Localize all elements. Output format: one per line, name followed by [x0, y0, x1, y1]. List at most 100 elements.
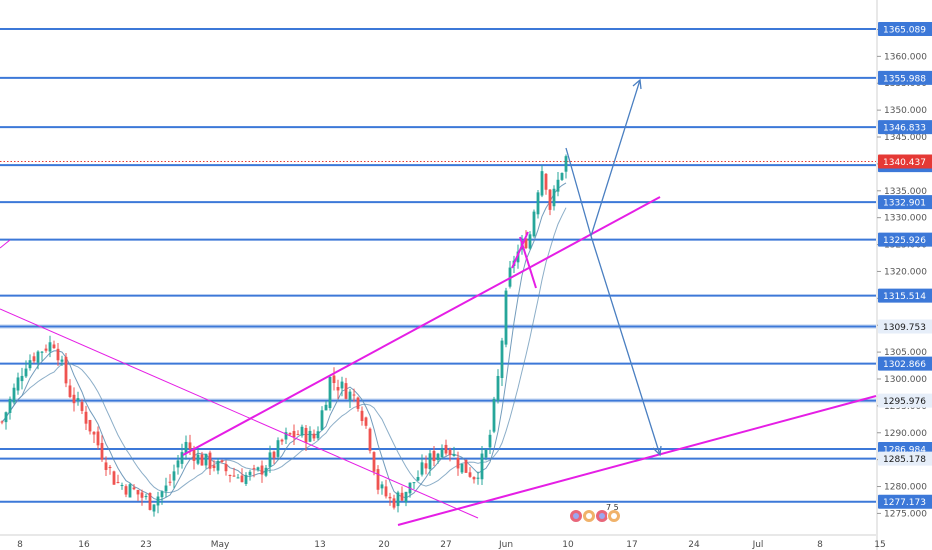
candle-body	[416, 476, 420, 481]
candle-body	[200, 454, 204, 466]
candle-body	[128, 484, 132, 498]
candle-body	[348, 391, 352, 400]
candle-body	[560, 172, 564, 180]
trendline	[182, 196, 661, 456]
price-levels	[0, 28, 876, 503]
tick-label: 1300.000	[884, 375, 927, 385]
candle-body	[108, 466, 112, 468]
candle-body	[316, 431, 320, 439]
ma-fast	[1, 182, 567, 501]
date-label: Jul	[752, 540, 764, 550]
candle-body	[304, 427, 308, 443]
price-tag-label: 1355.988	[883, 74, 926, 84]
candle-body	[440, 448, 444, 458]
candle-body	[340, 381, 344, 389]
candle-body	[204, 453, 208, 466]
candle-body	[388, 496, 392, 499]
candle-body	[84, 411, 88, 424]
candle-body	[284, 432, 288, 440]
candle-body	[368, 428, 372, 451]
price-tag-bg	[878, 154, 932, 169]
arrowhead-up	[632, 78, 642, 90]
candle-body	[176, 460, 180, 468]
price-tag-bg	[878, 356, 932, 371]
candle-body	[404, 491, 408, 503]
candle-body	[324, 404, 328, 411]
price-tag: 1277.173	[878, 494, 932, 509]
date-label: May	[211, 540, 230, 550]
candle-body	[140, 492, 144, 498]
price-tag-label: 1332.901	[883, 199, 926, 209]
candle-body	[380, 484, 384, 489]
tick-label: 1360.000	[884, 52, 927, 62]
price-tag: 1295.976	[878, 393, 932, 408]
price-tag-label: 1285.178	[883, 455, 926, 465]
candle-body	[192, 449, 196, 461]
price-tag-bg	[878, 494, 932, 509]
candle-body	[532, 211, 536, 237]
candle-body	[552, 188, 556, 207]
candle-body	[248, 471, 252, 476]
candles	[0, 154, 568, 517]
candle-body	[396, 492, 400, 507]
candle-body	[484, 449, 488, 458]
candle-body	[420, 462, 424, 475]
date-label: 16	[78, 540, 90, 550]
date-label: 8	[817, 540, 823, 550]
candle-body	[8, 398, 12, 413]
projection-path	[565, 79, 661, 456]
candle-body	[244, 475, 248, 484]
candle-body	[336, 387, 340, 391]
price-tag-label: 1286.984	[883, 445, 926, 455]
candle-body	[540, 171, 544, 196]
price-tag-label: 1302.866	[883, 360, 926, 370]
candle-body	[436, 453, 440, 460]
price-tag: 1365.089	[878, 22, 932, 36]
candle-body	[308, 430, 312, 442]
candle-body	[400, 492, 404, 501]
candle-body	[432, 450, 436, 462]
date-label: 13	[314, 540, 325, 550]
price-tag-label: 1340.437	[883, 158, 926, 168]
event-marker-core	[611, 513, 617, 519]
date-label: 20	[378, 540, 390, 550]
tick-label: 1330.000	[884, 214, 927, 224]
tick-label: 1290.000	[884, 429, 927, 439]
price-tag-bg	[878, 288, 932, 303]
candle-body	[460, 463, 464, 473]
candle-body	[36, 351, 40, 363]
candle-body	[120, 485, 124, 487]
date-axis: 8 16 23 May 13 20 27 Jun 10 17 24 Jul 8 15	[0, 534, 886, 550]
candle-body	[228, 475, 232, 477]
candle-body	[12, 387, 16, 403]
candle-body	[60, 359, 64, 362]
candle-body	[288, 433, 292, 435]
candle-body	[312, 433, 316, 439]
candle-body	[168, 481, 172, 483]
candle-body	[272, 451, 276, 458]
candle-body	[444, 444, 448, 454]
candle-body	[372, 452, 376, 472]
candle-body	[360, 410, 364, 422]
trendline	[0, 239, 11, 249]
candle-body	[88, 419, 92, 432]
price-tag-label: 1277.173	[883, 498, 926, 508]
candle-body	[268, 452, 272, 467]
candle-body	[464, 459, 468, 473]
price-tag-bg	[878, 70, 932, 85]
candle-body	[40, 351, 44, 353]
price-tag: 1302.866	[878, 356, 932, 371]
candle-body	[452, 454, 456, 456]
candle-body	[260, 465, 264, 475]
candle-body	[280, 439, 284, 442]
candle-body	[364, 417, 368, 426]
price-tag: 1346.833	[878, 120, 932, 135]
candle-body	[236, 477, 240, 479]
candle-body	[184, 441, 188, 454]
candle-body	[56, 348, 60, 361]
date-label: 10	[562, 540, 574, 550]
candle-body	[556, 179, 560, 192]
candle-body	[132, 487, 136, 490]
